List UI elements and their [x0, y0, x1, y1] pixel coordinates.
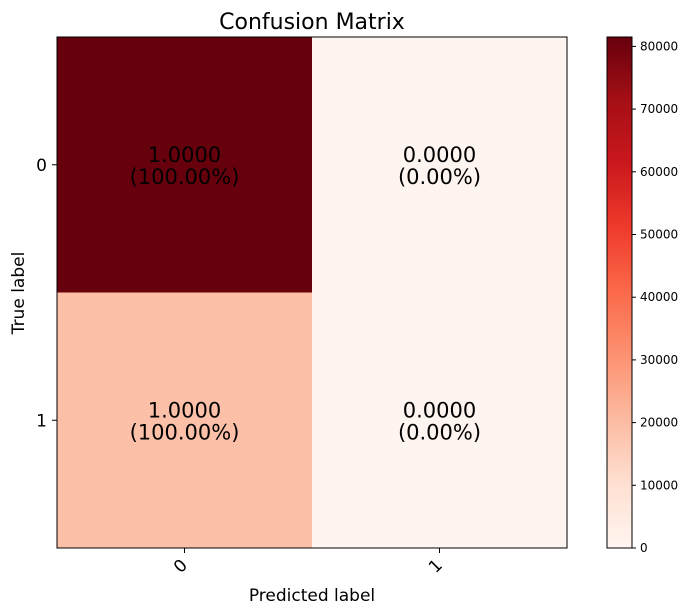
colorbar-tick-label: 20000: [640, 416, 678, 430]
heatmap-cell-0-1: [312, 37, 568, 293]
cell-value-1-1: 0.0000: [403, 398, 476, 422]
cell-percent-1-1: (0.00%): [398, 420, 481, 444]
cell-annotations: 1.0000(100.00%)0.0000(0.00%)1.0000(100.0…: [130, 143, 481, 445]
cell-value-1-0: 1.0000: [148, 398, 221, 422]
plot-frame: [56, 36, 568, 549]
cell-percent-0-1: (0.00%): [398, 165, 481, 189]
cell-percent-0-0: (100.00%): [130, 165, 240, 189]
colorbar-tick-label: 30000: [640, 353, 678, 367]
colorbar-ticks: 0 10000 20000 30000 40000 50000 60000 70000 8000…: [632, 39, 678, 555]
colorbar: [606, 36, 633, 549]
heatmap-cell-1-1: [312, 292, 568, 549]
cell-percent-1-0: (100.00%): [130, 420, 240, 444]
y-tick-label: 0: [36, 156, 47, 176]
heatmap-cells: [57, 37, 568, 549]
heatmap-cell-1-0: [57, 292, 313, 549]
colorbar-tick-label: 80000: [640, 39, 678, 53]
colorbar-tick-label: 70000: [640, 102, 678, 116]
colorbar-tick-label: 40000: [640, 290, 678, 304]
y-axis-label: True label: [9, 252, 29, 336]
cell-value-0-0: 1.0000: [148, 143, 221, 167]
y-tick-label: 1: [36, 411, 47, 431]
cell-value-0-1: 0.0000: [403, 143, 476, 167]
x-tick-label: 0: [170, 556, 192, 578]
y-axis-ticks: 01: [36, 156, 57, 431]
x-tick-label: 1: [425, 556, 447, 578]
colorbar-tick-label: 0: [640, 541, 648, 555]
x-axis-label: Predicted label: [249, 586, 375, 606]
colorbar-tick-label: 50000: [640, 228, 678, 242]
colorbar-tick-label: 10000: [640, 478, 678, 492]
heatmap-cell-0-0: [57, 37, 313, 293]
chart-title: Confusion Matrix: [219, 10, 405, 35]
colorbar-tick-label: 60000: [640, 165, 678, 179]
